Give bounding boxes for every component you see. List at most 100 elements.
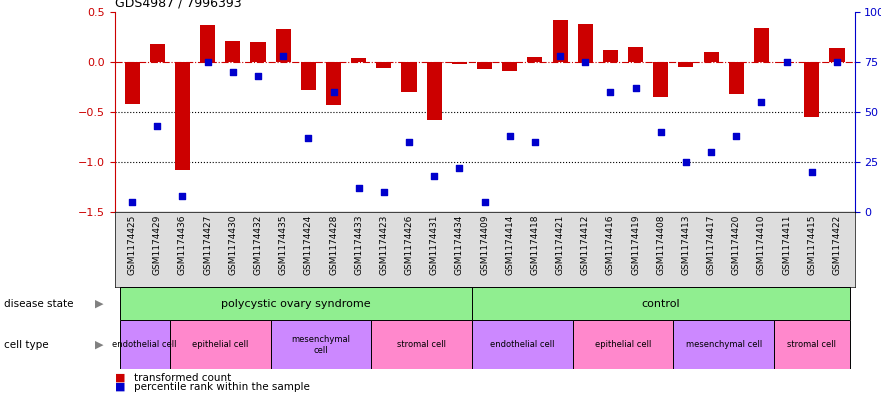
Text: GSM1174410: GSM1174410 (757, 215, 766, 275)
Text: GSM1174416: GSM1174416 (606, 215, 615, 275)
Bar (402, 62, 417, 92)
Text: ▶: ▶ (95, 340, 104, 350)
Text: GSM1174419: GSM1174419 (631, 215, 640, 275)
Point (603, 89, 618, 95)
Text: GSM1174428: GSM1174428 (329, 215, 338, 275)
Text: GSM1174427: GSM1174427 (204, 215, 212, 275)
Bar (200, 25, 215, 62)
Text: GSM1174430: GSM1174430 (228, 215, 237, 275)
Bar (326, 62, 341, 105)
Bar (578, 24, 593, 62)
Point (125, 199, 139, 205)
Bar (754, 28, 769, 62)
Text: disease state: disease state (4, 299, 74, 309)
Point (704, 149, 718, 155)
Bar (472, 287, 849, 320)
Text: stromal cell: stromal cell (788, 340, 836, 349)
Point (578, 59, 592, 65)
Point (327, 89, 341, 95)
Bar (300, 62, 316, 90)
Bar (175, 62, 190, 170)
Point (628, 85, 642, 91)
Text: GSM1174433: GSM1174433 (354, 215, 363, 275)
Text: control: control (641, 299, 680, 309)
Point (175, 193, 189, 199)
Bar (804, 62, 819, 117)
Point (352, 185, 366, 191)
Text: GSM1174411: GSM1174411 (782, 215, 791, 275)
Bar (573, 320, 673, 369)
Text: endothelial cell: endothelial cell (113, 340, 177, 349)
Bar (226, 41, 241, 62)
Bar (376, 62, 391, 68)
Text: ▶: ▶ (95, 299, 104, 309)
Text: GSM1174414: GSM1174414 (505, 215, 515, 275)
Text: mesenchymal cell: mesenchymal cell (685, 340, 762, 349)
Text: GSM1174436: GSM1174436 (178, 215, 187, 275)
Bar (502, 62, 517, 71)
Point (301, 135, 315, 141)
Text: GSM1174431: GSM1174431 (430, 215, 439, 275)
Text: GSM1174422: GSM1174422 (833, 215, 841, 275)
Bar (426, 62, 441, 120)
Point (276, 53, 290, 59)
Point (830, 59, 844, 65)
Text: GSM1174413: GSM1174413 (681, 215, 691, 275)
Bar (528, 57, 543, 62)
Text: GSM1174424: GSM1174424 (304, 215, 313, 275)
Text: GSM1174408: GSM1174408 (656, 215, 665, 275)
Point (251, 73, 265, 79)
Bar (120, 287, 472, 320)
Bar (704, 52, 719, 62)
Bar (552, 20, 567, 62)
Text: transformed count: transformed count (134, 373, 231, 383)
Bar (729, 62, 744, 94)
Bar (270, 320, 371, 369)
Text: GSM1174412: GSM1174412 (581, 215, 589, 275)
Text: GSM1174417: GSM1174417 (707, 215, 715, 275)
Text: mesenchymal
cell: mesenchymal cell (292, 335, 351, 354)
Text: ■: ■ (115, 373, 125, 383)
Point (452, 165, 466, 171)
Bar (673, 320, 774, 369)
Text: GDS4987 / 7996393: GDS4987 / 7996393 (115, 0, 241, 9)
Point (679, 159, 693, 165)
Point (478, 199, 492, 205)
Text: GSM1174435: GSM1174435 (278, 215, 288, 275)
Bar (477, 62, 492, 69)
Bar (250, 42, 265, 62)
Point (804, 169, 818, 175)
Point (553, 53, 567, 59)
Bar (124, 62, 140, 104)
Bar (779, 62, 794, 63)
Point (503, 133, 517, 139)
Point (528, 139, 542, 145)
Text: epithelial cell: epithelial cell (595, 340, 651, 349)
Text: ■: ■ (115, 382, 125, 392)
Bar (829, 48, 845, 62)
Point (377, 189, 391, 195)
Point (201, 59, 215, 65)
Text: GSM1174420: GSM1174420 (732, 215, 741, 275)
Text: GSM1174421: GSM1174421 (556, 215, 565, 275)
Text: GSM1174423: GSM1174423 (380, 215, 389, 275)
Text: percentile rank within the sample: percentile rank within the sample (134, 382, 310, 392)
Bar (452, 62, 467, 64)
Text: GSM1174415: GSM1174415 (807, 215, 817, 275)
Text: GSM1174426: GSM1174426 (404, 215, 413, 275)
Text: GSM1174425: GSM1174425 (128, 215, 137, 275)
Point (729, 133, 744, 139)
Text: stromal cell: stromal cell (397, 340, 446, 349)
Bar (120, 320, 170, 369)
Text: endothelial cell: endothelial cell (490, 340, 554, 349)
Bar (352, 58, 366, 62)
Bar (371, 320, 472, 369)
Bar (653, 62, 669, 97)
Bar (170, 320, 270, 369)
Bar (628, 47, 643, 62)
Text: cell type: cell type (4, 340, 49, 350)
Text: epithelial cell: epithelial cell (192, 340, 248, 349)
Point (402, 139, 416, 145)
Text: GSM1174434: GSM1174434 (455, 215, 464, 275)
Bar (472, 320, 573, 369)
